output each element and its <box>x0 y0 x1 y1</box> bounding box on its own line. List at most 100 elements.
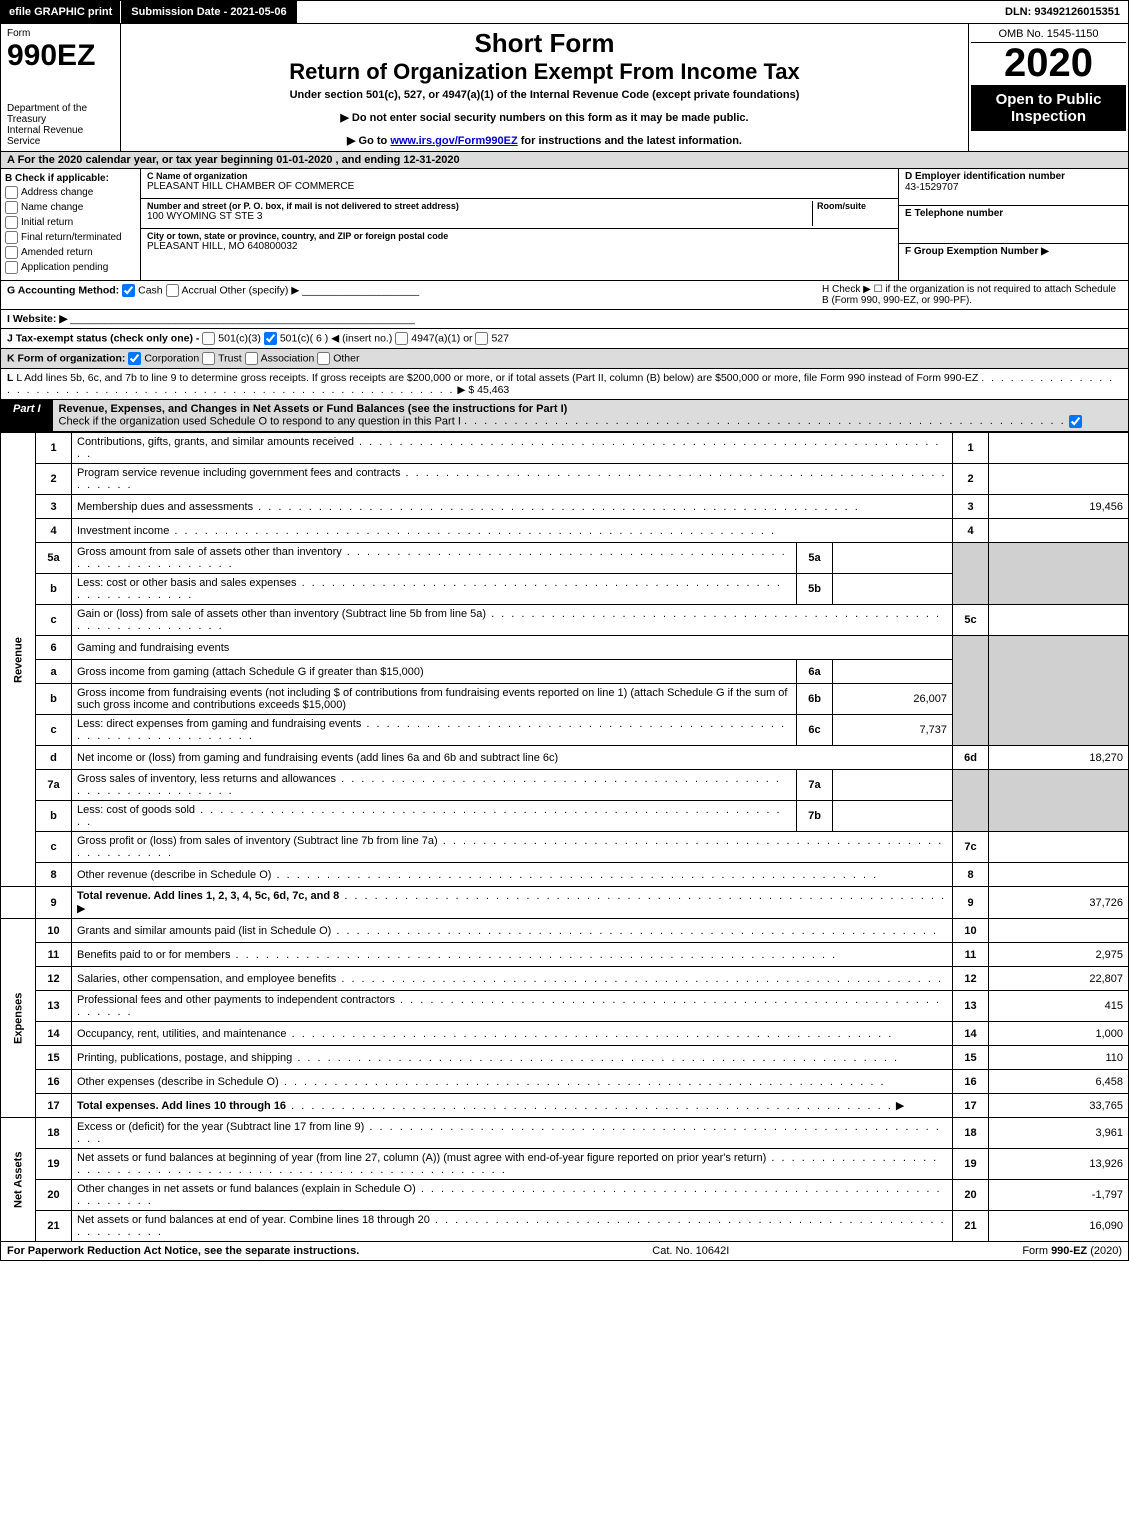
c-street-label: Number and street (or P. O. box, if mail… <box>147 201 812 211</box>
instr-goto-pre: ▶ Go to <box>347 135 390 147</box>
lbl-application-pending: Application pending <box>21 262 108 273</box>
check-501c3[interactable] <box>202 332 215 345</box>
col-d: D Employer identification number 43-1529… <box>898 169 1128 280</box>
val-11: 2,975 <box>989 943 1129 967</box>
spacer <box>297 1 997 23</box>
org-street: 100 WYOMING ST STE 3 <box>147 211 812 222</box>
val-20: -1,797 <box>989 1180 1129 1211</box>
subnum-6b: 6b <box>797 684 833 715</box>
lbl-other-specify: Other (specify) ▶ <box>219 284 299 296</box>
ln-7b: b <box>36 801 72 832</box>
ln-11: 11 <box>36 943 72 967</box>
greyval-5 <box>989 543 1129 605</box>
desc-18: Excess or (deficit) for the year (Subtra… <box>77 1121 941 1145</box>
lbl-initial-return: Initial return <box>21 217 73 228</box>
subval-7a <box>833 770 953 801</box>
section-expenses: Expenses <box>1 919 36 1118</box>
dln-label: DLN: 93492126015351 <box>997 1 1128 23</box>
check-accrual[interactable] <box>166 284 179 297</box>
open-to-public: Open to Public Inspection <box>971 85 1126 131</box>
irs-link[interactable]: www.irs.gov/Form990EZ <box>390 135 517 147</box>
lbl-amended-return: Amended return <box>21 247 93 258</box>
check-amended-return[interactable] <box>5 246 18 259</box>
check-trust[interactable] <box>202 352 215 365</box>
k-label: K Form of organization: <box>7 352 125 364</box>
instr-no-ssn: ▶ Do not enter social security numbers o… <box>127 111 962 124</box>
c-name-cell: C Name of organization PLEASANT HILL CHA… <box>141 169 898 199</box>
check-address-change[interactable] <box>5 186 18 199</box>
grey-7 <box>953 770 989 832</box>
desc-20: Other changes in net assets or fund bala… <box>77 1183 942 1207</box>
desc-5a: Gross amount from sale of assets other t… <box>77 546 787 570</box>
check-527[interactable] <box>475 332 488 345</box>
i-label: I Website: ▶ <box>7 313 67 325</box>
greyval-7 <box>989 770 1129 832</box>
ln-6: 6 <box>36 636 72 660</box>
check-initial-return[interactable] <box>5 216 18 229</box>
ln-5c: c <box>36 605 72 636</box>
num-5c: 5c <box>953 605 989 636</box>
num-10: 10 <box>953 919 989 943</box>
check-final-return[interactable] <box>5 231 18 244</box>
desc-7b: Less: cost of goods sold <box>77 804 782 828</box>
check-cash[interactable] <box>122 284 135 297</box>
c-street-cell: Number and street (or P. O. box, if mail… <box>141 199 898 229</box>
ln-2: 2 <box>36 464 72 495</box>
num-17: 17 <box>953 1094 989 1118</box>
ein-value: 43-1529707 <box>905 182 1122 193</box>
part-1-tag: Part I <box>1 400 53 431</box>
lbl-trust: Trust <box>218 352 242 364</box>
line-a-tax-year: A For the 2020 calendar year, or tax yea… <box>0 152 1129 169</box>
desc-7a: Gross sales of inventory, less returns a… <box>77 773 781 797</box>
page-footer: For Paperwork Reduction Act Notice, see … <box>0 1242 1129 1261</box>
check-assoc[interactable] <box>245 352 258 365</box>
return-title: Return of Organization Exempt From Incom… <box>127 59 962 85</box>
header-center: Short Form Return of Organization Exempt… <box>121 24 968 151</box>
part-1-title-text: Revenue, Expenses, and Changes in Net As… <box>59 403 568 415</box>
num-16: 16 <box>953 1070 989 1094</box>
info-block: B Check if applicable: Address change Na… <box>0 169 1129 281</box>
desc-10: Grants and similar amounts paid (list in… <box>77 925 938 937</box>
lbl-final-return: Final return/terminated <box>21 232 122 243</box>
num-9: 9 <box>953 887 989 919</box>
val-15: 110 <box>989 1046 1129 1070</box>
num-7c: 7c <box>953 832 989 863</box>
desc-21: Net assets or fund balances at end of ye… <box>77 1214 946 1238</box>
lbl-accrual: Accrual <box>182 284 217 296</box>
check-501c[interactable] <box>264 332 277 345</box>
desc-3: Membership dues and assessments <box>77 501 860 513</box>
check-corp[interactable] <box>128 352 141 365</box>
ln-6c: c <box>36 715 72 746</box>
ln-21: 21 <box>36 1211 72 1242</box>
line-j-tax-exempt: J Tax-exempt status (check only one) - 5… <box>0 329 1129 349</box>
section-net-assets: Net Assets <box>1 1118 36 1242</box>
lbl-address-change: Address change <box>21 187 93 198</box>
check-application-pending[interactable] <box>5 261 18 274</box>
check-name-change[interactable] <box>5 201 18 214</box>
col-b: B Check if applicable: Address change Na… <box>1 169 141 280</box>
line-g-h: G Accounting Method: Cash Accrual Other … <box>0 281 1129 310</box>
lbl-assoc: Association <box>261 352 315 364</box>
val-18: 3,961 <box>989 1118 1129 1149</box>
check-schedule-o[interactable] <box>1069 415 1082 428</box>
b-label: B Check if applicable: <box>5 173 136 184</box>
form-word: Form <box>7 28 114 39</box>
check-4947[interactable] <box>395 332 408 345</box>
val-10 <box>989 919 1129 943</box>
val-14: 1,000 <box>989 1022 1129 1046</box>
form-header: Form 990EZ Department of the Treasury In… <box>0 24 1129 152</box>
desc-16: Other expenses (describe in Schedule O) <box>77 1076 886 1088</box>
desc-6b: Gross income from fundraising events (no… <box>72 684 797 715</box>
subnum-7a: 7a <box>797 770 833 801</box>
tax-year: 2020 <box>971 43 1126 83</box>
short-form-title: Short Form <box>127 28 962 59</box>
efile-print-button[interactable]: efile GRAPHIC print <box>1 1 121 23</box>
num-14: 14 <box>953 1022 989 1046</box>
header-left: Form 990EZ Department of the Treasury In… <box>1 24 121 151</box>
under-section: Under section 501(c), 527, or 4947(a)(1)… <box>127 89 962 101</box>
room-suite-label: Room/suite <box>817 201 892 211</box>
check-other-org[interactable] <box>317 352 330 365</box>
greyval-6 <box>989 636 1129 746</box>
lbl-cash: Cash <box>138 284 163 296</box>
lbl-corp: Corporation <box>144 352 199 364</box>
